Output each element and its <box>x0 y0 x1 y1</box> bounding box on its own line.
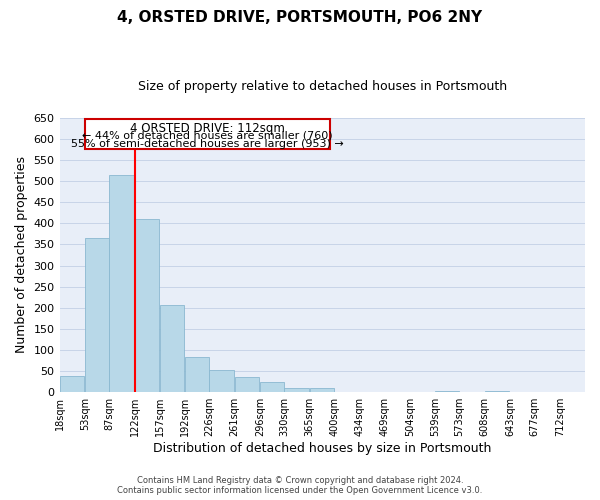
Text: Contains HM Land Registry data © Crown copyright and database right 2024.
Contai: Contains HM Land Registry data © Crown c… <box>118 476 482 495</box>
Bar <box>310 388 334 392</box>
Text: 55% of semi-detached houses are larger (953) →: 55% of semi-detached houses are larger (… <box>71 140 344 149</box>
Text: 4 ORSTED DRIVE: 112sqm: 4 ORSTED DRIVE: 112sqm <box>130 122 285 136</box>
X-axis label: Distribution of detached houses by size in Portsmouth: Distribution of detached houses by size … <box>153 442 491 455</box>
Text: ← 44% of detached houses are smaller (760): ← 44% of detached houses are smaller (76… <box>82 131 332 141</box>
Bar <box>435 391 459 392</box>
Bar <box>185 357 209 392</box>
Bar <box>85 238 109 392</box>
Bar <box>260 382 284 392</box>
Y-axis label: Number of detached properties: Number of detached properties <box>15 156 28 354</box>
Bar <box>235 376 259 392</box>
Bar <box>134 219 159 392</box>
Bar <box>209 370 234 392</box>
Bar <box>109 175 134 392</box>
Bar <box>284 388 309 392</box>
Title: Size of property relative to detached houses in Portsmouth: Size of property relative to detached ho… <box>138 80 507 93</box>
Bar <box>59 376 84 392</box>
Bar <box>160 305 184 392</box>
Bar <box>85 119 330 150</box>
Bar <box>485 391 509 392</box>
Text: 4, ORSTED DRIVE, PORTSMOUTH, PO6 2NY: 4, ORSTED DRIVE, PORTSMOUTH, PO6 2NY <box>118 10 482 25</box>
